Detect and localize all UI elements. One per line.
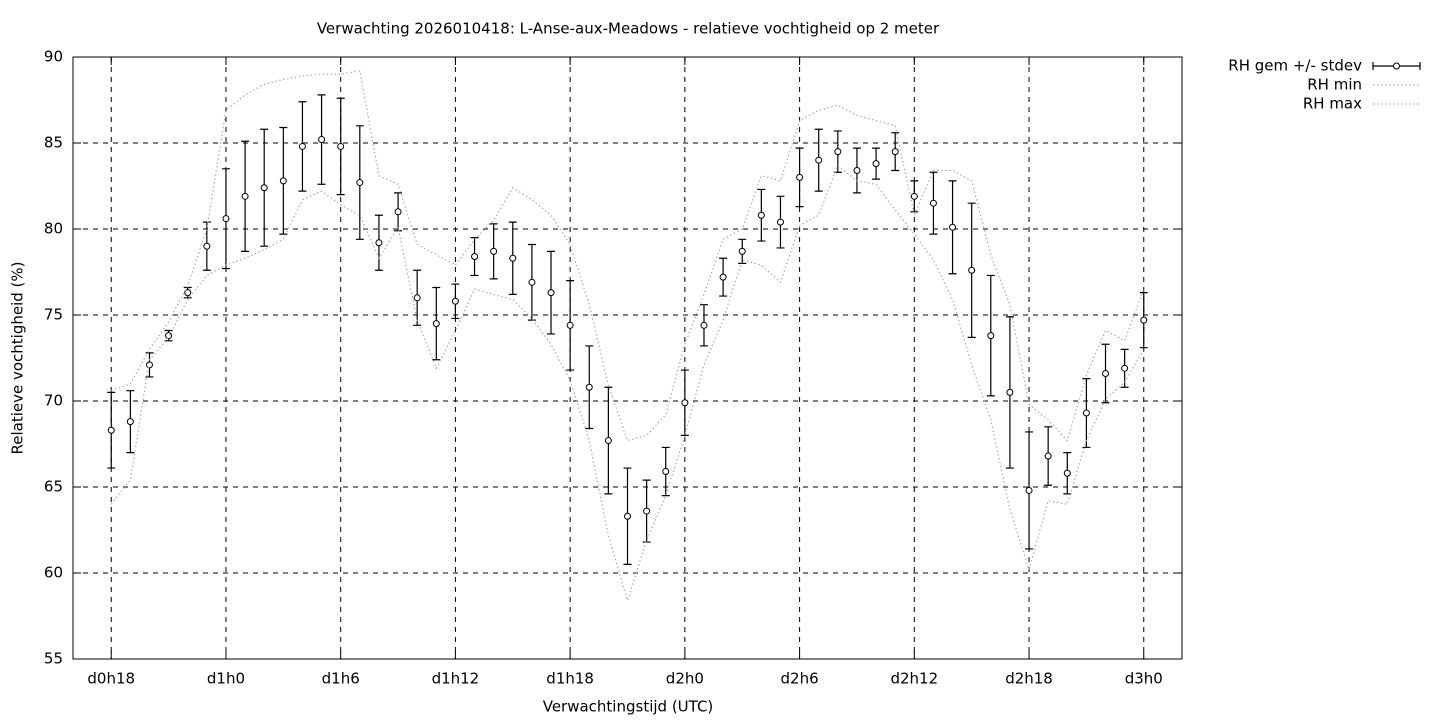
mean-point	[1121, 364, 1129, 372]
mean-point	[815, 156, 823, 164]
mean-point	[528, 278, 536, 286]
mean-point	[585, 383, 593, 391]
y-tick-label: 55	[44, 650, 63, 668]
mean-point	[318, 136, 326, 144]
y-tick-label: 85	[44, 134, 63, 152]
x-tick-label: d1h6	[322, 670, 360, 688]
mean-point	[1082, 409, 1090, 417]
mean-point	[700, 321, 708, 329]
mean-point	[929, 199, 937, 207]
y-tick-label: 60	[44, 564, 63, 582]
x-tick-label: d1h12	[432, 670, 480, 688]
mean-point	[356, 179, 364, 187]
mean-point	[509, 254, 517, 262]
chart-title: Verwachting 2026010418: L-Anse-aux-Meado…	[317, 20, 940, 38]
mean-point	[126, 418, 134, 426]
mean-point	[241, 192, 249, 200]
x-tick-label: d2h0	[666, 670, 704, 688]
mean-point	[1102, 369, 1110, 377]
mean-point	[796, 173, 804, 181]
mean-point	[719, 273, 727, 281]
mean-point	[1140, 316, 1148, 324]
x-tick-label: d1h0	[207, 670, 245, 688]
mean-point	[547, 289, 555, 297]
plot-frame	[72, 56, 1183, 660]
x-tick-label: d0h18	[87, 670, 135, 688]
mean-point	[165, 332, 173, 340]
mean-point	[566, 321, 574, 329]
x-tick-label: d3h0	[1125, 670, 1163, 688]
mean-point	[757, 211, 765, 219]
mean-point	[145, 361, 153, 369]
y-tick-label: 80	[44, 220, 63, 238]
mean-point	[1063, 469, 1071, 477]
x-axis-label: Verwachtingstijd (UTC)	[543, 698, 714, 716]
mean-point	[394, 208, 402, 216]
mean-point	[432, 320, 440, 328]
mean-point	[203, 242, 211, 250]
mean-point	[413, 294, 421, 302]
mean-point	[776, 218, 784, 226]
mean-point	[738, 247, 746, 255]
mean-point	[375, 239, 383, 247]
mean-point	[624, 512, 631, 520]
y-tick-label: 90	[44, 48, 63, 66]
mean-point	[949, 223, 957, 231]
mean-point	[853, 167, 861, 175]
mean-point	[1025, 486, 1033, 494]
mean-point	[910, 192, 918, 200]
mean-point	[184, 289, 192, 297]
y-tick-label: 75	[44, 306, 63, 324]
mean-point	[222, 215, 230, 223]
mean-point	[891, 148, 899, 156]
x-tick-label: d1h18	[546, 670, 594, 688]
mean-point	[260, 184, 268, 192]
mean-point	[662, 468, 670, 476]
mean-point	[681, 399, 689, 407]
mean-point	[834, 148, 842, 156]
mean-point	[451, 297, 459, 305]
mean-point	[643, 507, 651, 515]
mean-point	[279, 177, 287, 185]
legend-label: RH gem +/- stdev	[1228, 57, 1362, 75]
mean-point	[872, 160, 880, 168]
mean-point	[987, 332, 995, 340]
mean-point	[471, 253, 479, 261]
mean-point	[604, 437, 612, 445]
mean-point	[490, 247, 498, 255]
x-tick-label: d2h12	[890, 670, 938, 688]
series-line	[111, 70, 1145, 442]
x-tick-label: d2h6	[781, 670, 819, 688]
legend-swatch	[1393, 62, 1400, 70]
mean-point	[107, 426, 115, 434]
mean-point	[337, 142, 345, 150]
mean-point	[1006, 388, 1014, 396]
mean-point	[298, 142, 306, 150]
mean-point	[1044, 452, 1052, 460]
legend-label: RH max	[1303, 95, 1362, 113]
mean-point	[968, 266, 976, 274]
y-tick-label: 70	[44, 392, 63, 410]
x-tick-label: d2h18	[1005, 670, 1053, 688]
y-axis-label: Relatieve vochtigheid (%)	[9, 261, 27, 454]
y-tick-label: 65	[44, 478, 63, 496]
legend-label: RH min	[1307, 76, 1362, 94]
